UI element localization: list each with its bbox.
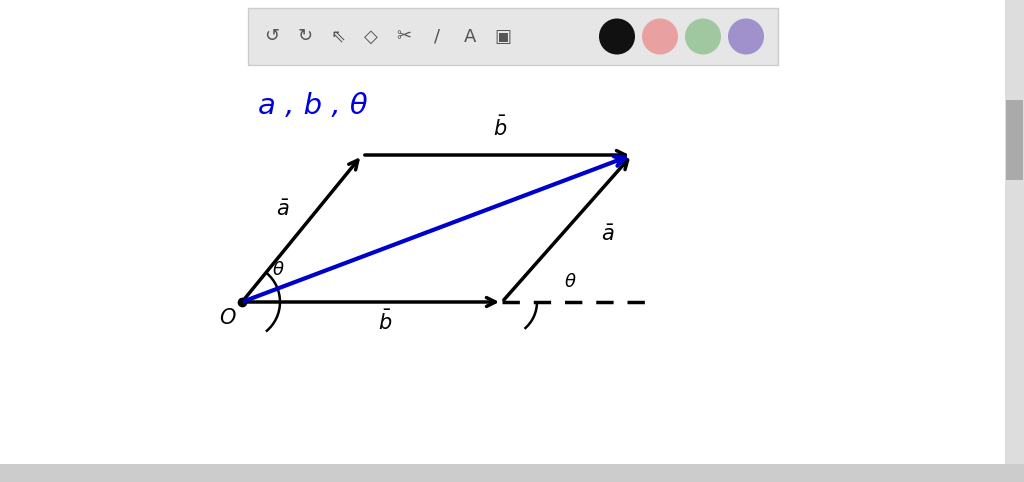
Circle shape <box>642 18 678 54</box>
Text: /: / <box>434 27 440 45</box>
Bar <box>1005 0 1024 482</box>
Circle shape <box>599 18 635 54</box>
Text: $\theta$: $\theta$ <box>563 273 577 291</box>
Bar <box>1006 100 1023 180</box>
Text: ↻: ↻ <box>297 27 312 45</box>
Bar <box>0 464 1024 482</box>
Text: $\theta$: $\theta$ <box>271 261 285 279</box>
Text: $\bar{b}$: $\bar{b}$ <box>493 116 507 140</box>
Circle shape <box>685 18 721 54</box>
Text: $O$: $O$ <box>219 308 237 328</box>
Text: a , b , θ: a , b , θ <box>258 92 368 120</box>
Text: A: A <box>464 27 476 45</box>
Circle shape <box>728 18 764 54</box>
Text: ↺: ↺ <box>264 27 280 45</box>
Text: $\bar{a}$: $\bar{a}$ <box>601 225 614 245</box>
Text: ⇖: ⇖ <box>331 27 345 45</box>
Text: ✂: ✂ <box>396 27 412 45</box>
Text: $\bar{a}$: $\bar{a}$ <box>276 200 290 220</box>
Bar <box>248 8 778 65</box>
Text: ▣: ▣ <box>495 27 512 45</box>
Text: ◇: ◇ <box>365 27 378 45</box>
Text: $\bar{b}$: $\bar{b}$ <box>378 310 392 334</box>
